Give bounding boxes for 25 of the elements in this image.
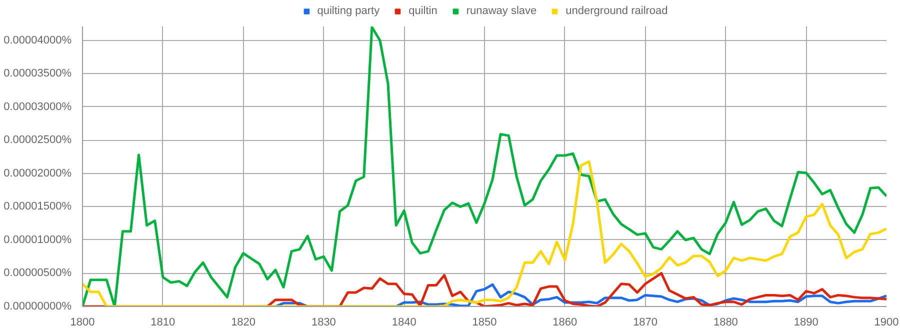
legend-label: quilting party (317, 5, 380, 17)
x-tick-label: 1800 (70, 316, 95, 328)
line-series (82, 26, 886, 306)
legend-label: quiltin (408, 5, 438, 17)
x-tick-label: 1820 (231, 316, 256, 328)
y-tick-label: 0.00003500% (4, 68, 72, 80)
y-tick-label: 0.00000500% (4, 267, 72, 280)
x-tick-label: 1900 (874, 316, 899, 328)
x-tick-label: 1840 (392, 316, 416, 328)
y-tick-label: 0.00002000% (4, 167, 72, 180)
x-tick-label: 1850 (472, 316, 497, 328)
y-tick-label: 0.00003000% (4, 100, 72, 113)
x-tick-label: 1830 (311, 316, 336, 328)
x-tick-label: 1870 (633, 316, 658, 328)
x-tick-label: 1880 (713, 316, 738, 328)
y-tick-label: 0.00004000% (4, 34, 72, 46)
x-tick-label: 1860 (552, 316, 578, 328)
x-tick-label: 1890 (794, 316, 818, 328)
legend-label: runaway slave (466, 5, 537, 17)
y-tick-label: 0.00001000% (4, 234, 72, 246)
y-tick-label: 0.00000000% (4, 300, 72, 312)
x-tick-label: 1810 (150, 316, 176, 328)
legend-label: underground railroad (566, 5, 668, 17)
y-tick-label: 0.00001500% (4, 200, 72, 213)
y-tick-label: 0.00002500% (4, 134, 72, 146)
